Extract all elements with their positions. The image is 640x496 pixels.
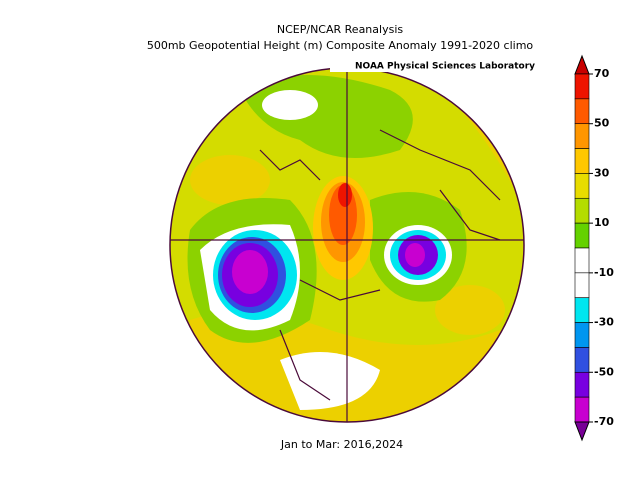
colorbar-band xyxy=(574,347,590,373)
colorbar-band xyxy=(574,148,590,174)
colorbar-band xyxy=(574,123,590,149)
colorbar-tick-label: 50 xyxy=(594,117,610,130)
colorbar-band xyxy=(574,98,590,125)
colorbar-band xyxy=(574,297,590,323)
colorbar-tick-label: -30 xyxy=(594,316,614,329)
anomaly-map xyxy=(170,68,524,422)
colorbar-arrow xyxy=(574,421,590,442)
colorbar-tick-label: 70 xyxy=(594,67,610,80)
colorbar-arrow xyxy=(574,54,590,75)
colorbar: 70 50 30 10 -10 -30 -50 -70 xyxy=(574,54,614,442)
colorbar-band xyxy=(574,222,590,249)
colorbar-tick-label: 30 xyxy=(594,166,610,179)
colorbar-band xyxy=(574,247,590,274)
subtitle: 500mb Geopotential Height (m) Composite … xyxy=(147,39,534,52)
colorbar-tick-label: -50 xyxy=(594,365,614,378)
title: NCEP/NCAR Reanalysis xyxy=(277,23,403,36)
colorbar-tick-label: -10 xyxy=(594,266,614,279)
colorbar-band xyxy=(574,272,590,299)
colorbar-band xyxy=(574,173,590,199)
colorbar-band xyxy=(574,322,590,348)
colorbar-band xyxy=(574,371,590,398)
credit-box xyxy=(330,58,530,72)
credit: NOAA Physical Sciences Laboratory xyxy=(355,62,535,72)
period: Jan to Mar: 2016,2024 xyxy=(280,438,403,451)
colorbar-tick-label: -70 xyxy=(594,415,614,428)
colorbar-band xyxy=(574,197,590,224)
colorbar-band xyxy=(574,73,590,100)
colorbar-band xyxy=(574,396,590,423)
colorbar-tick-label: 10 xyxy=(594,216,610,229)
